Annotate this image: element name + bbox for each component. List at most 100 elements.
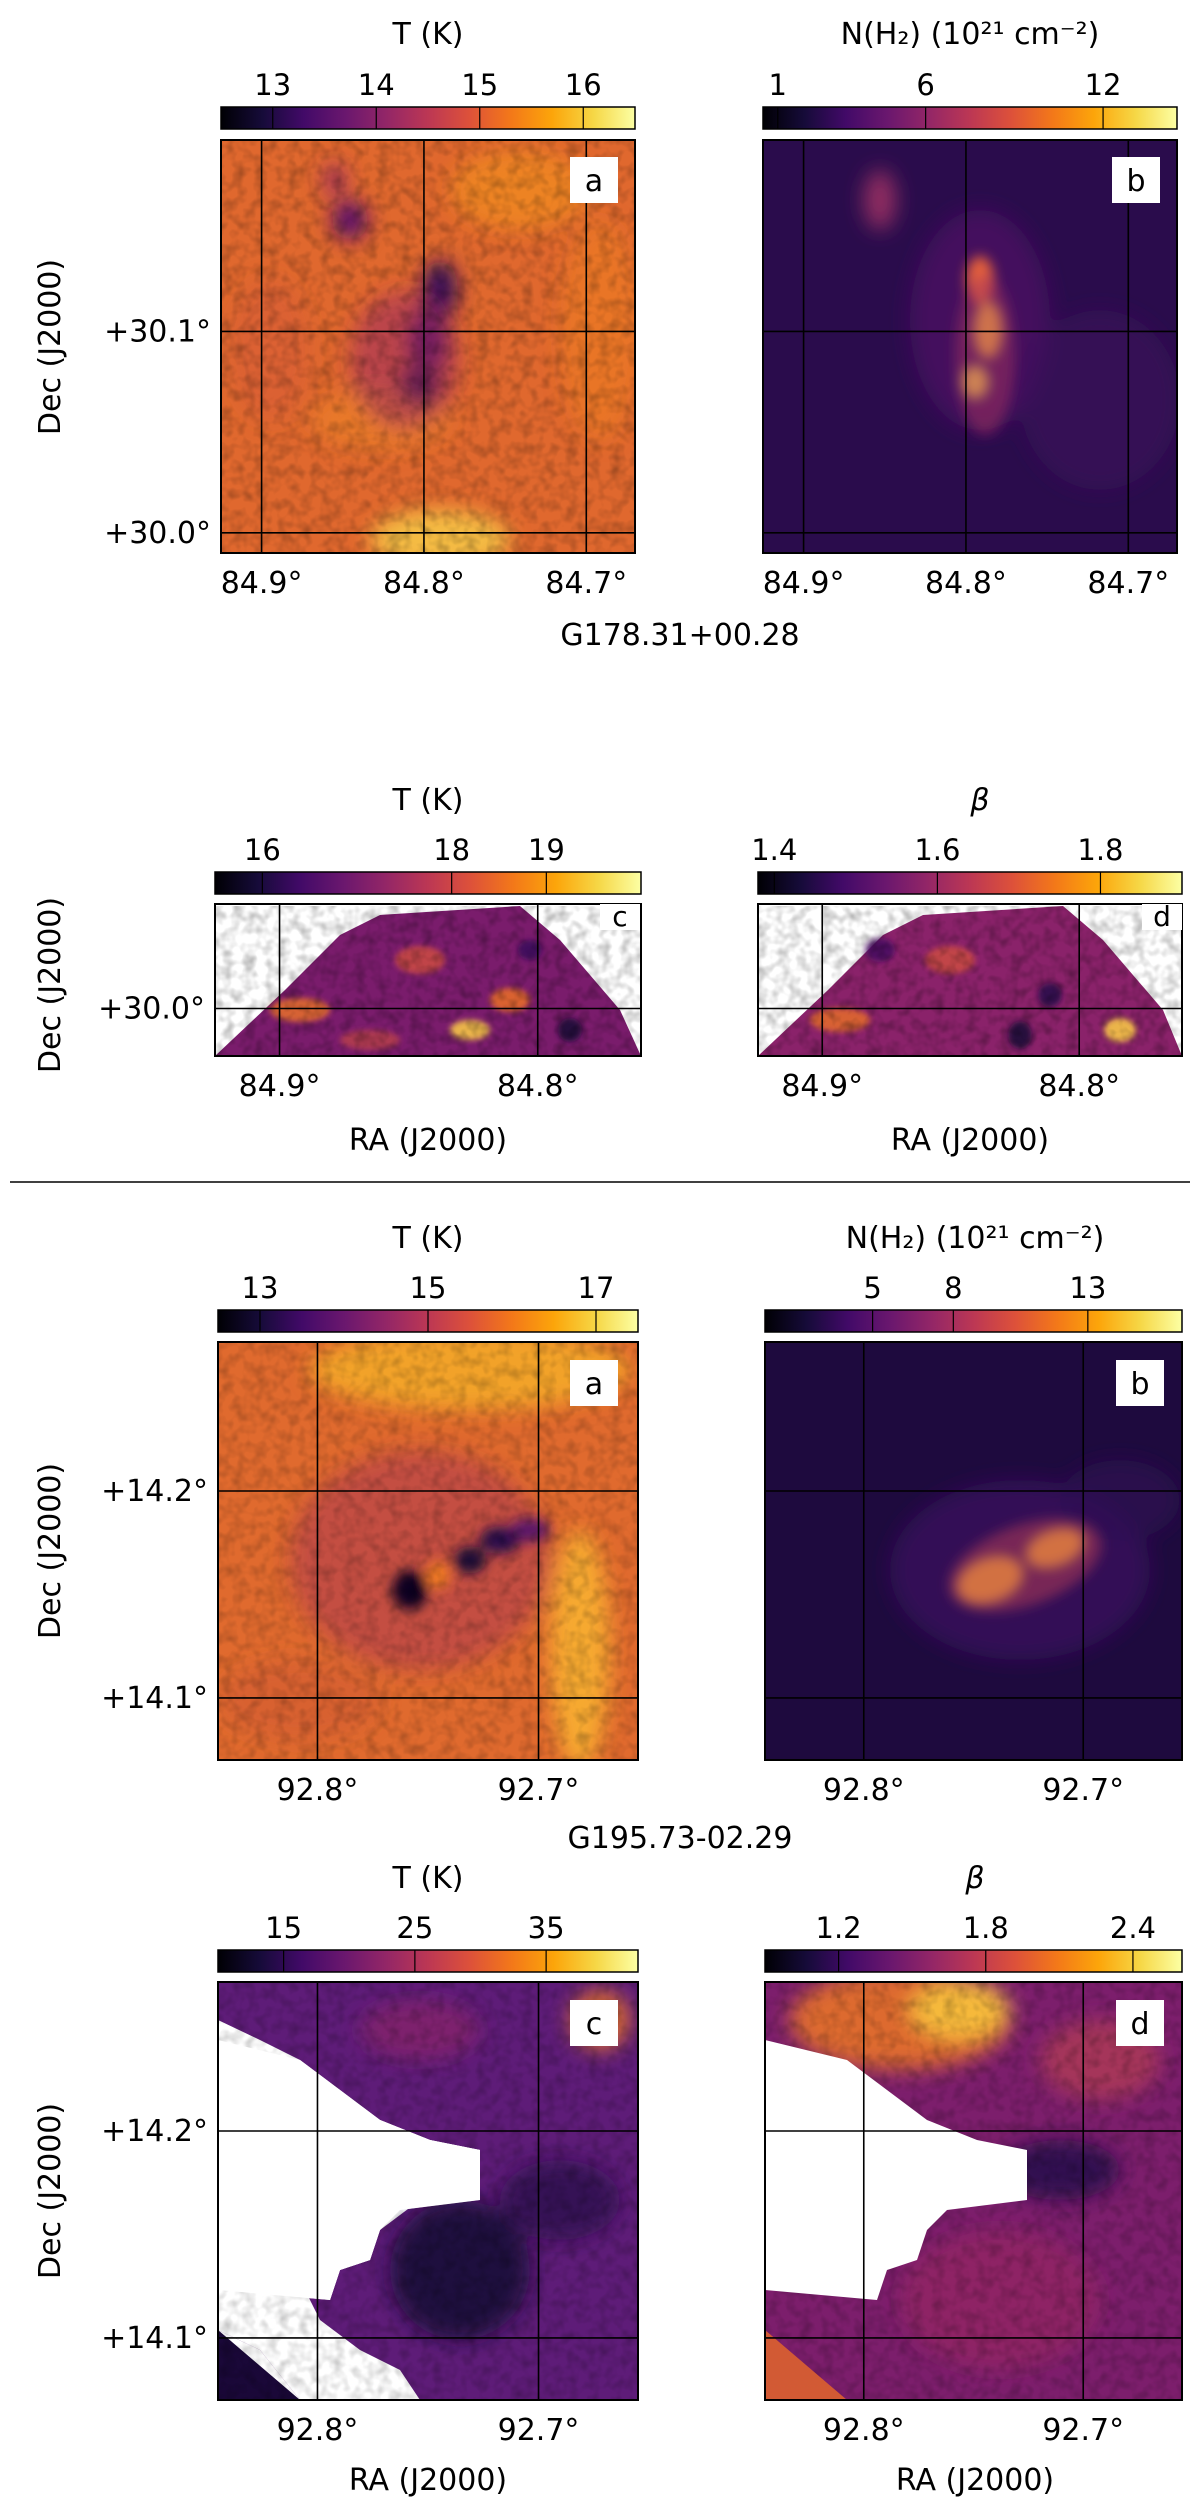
ra-tick-labels-g195-a: 92.8° 92.7° <box>277 1773 580 1808</box>
panel-letter-g195-b: b <box>1130 1367 1149 1402</box>
panel-g178-b: 1 6 12 N(H₂) (10²¹ cm⁻²) b 84.9° 84.8° 84.7° <box>762 17 1178 601</box>
colorbar-tick-label: 15 <box>461 68 498 102</box>
colorbar-tick-label: 15 <box>265 1911 302 1945</box>
dec-tick-label: +14.1° <box>101 2321 208 2356</box>
ra-tick-labels-g178-c: 84.9° 84.8° <box>239 1069 579 1104</box>
colorbar-tick-label: 1.2 <box>816 1911 862 1945</box>
dec-tick-labels-g195-c: +14.2° +14.1° <box>101 2114 208 2356</box>
ra-tick-label: 92.7° <box>1042 1773 1124 1808</box>
colorbar-tick-label: 35 <box>528 1911 565 1945</box>
panel-letter-g195-d: d <box>1130 2007 1149 2042</box>
colorbar-ticks-g178-a: 13 14 15 16 <box>254 68 602 129</box>
colorbar-label-g195-c: T (K) <box>392 1861 464 1896</box>
colorbar-ticks-g178-b: 1 6 12 <box>769 68 1122 129</box>
panel-g178-a: 13 14 15 16 T (K) a 84.9° 84.8° 84.7° <box>33 17 636 601</box>
colorbar-g178-b <box>762 106 1178 130</box>
map-g195-a-temperature <box>218 1342 638 1760</box>
colorbar-g178-c <box>214 871 642 895</box>
ra-tick-label: 92.8° <box>823 1773 905 1808</box>
dec-tick-label: +14.2° <box>101 2114 208 2149</box>
map-g178-c-temperature <box>215 904 641 1056</box>
colorbar-g195-c <box>217 1949 639 1973</box>
ra-tick-label: 84.7° <box>1087 566 1169 601</box>
dec-axis-label-g195-c: Dec (J2000) <box>33 2103 68 2279</box>
colorbar-tick-label: 17 <box>578 1271 615 1305</box>
ra-tick-labels-g178-b: 84.9° 84.8° 84.7° <box>763 566 1170 601</box>
colorbar-tick-label: 1 <box>769 68 787 102</box>
colorbar-tick-label: 13 <box>242 1271 279 1305</box>
colorbar-ticks-g178-d: 1.4 1.6 1.8 <box>751 833 1124 894</box>
colorbar-label-g195-d: β <box>964 1861 984 1896</box>
colorbar-tick-label: 1.4 <box>751 833 797 867</box>
colorbar-tick-label: 18 <box>433 833 470 867</box>
colorbar-g195-d <box>764 1949 1183 1973</box>
dec-tick-label: +30.0° <box>104 516 211 551</box>
colorbar-tick-label: 5 <box>863 1271 881 1305</box>
colorbar-g178-a <box>220 106 636 130</box>
colorbar-label-g178-b: N(H₂) (10²¹ cm⁻²) <box>841 17 1100 52</box>
ra-tick-label: 84.8° <box>497 1069 579 1104</box>
colorbar-tick-label: 16 <box>244 833 281 867</box>
colorbar-tick-label: 12 <box>1085 68 1122 102</box>
colorbar-tick-label: 16 <box>565 68 602 102</box>
colorbar-tick-label: 25 <box>396 1911 433 1945</box>
colorbar-g178-d <box>757 871 1183 895</box>
colorbar-ticks-g195-d: 1.2 1.8 2.4 <box>816 1911 1156 1972</box>
dec-tick-labels-g195-a: +14.2° +14.1° <box>101 1474 208 1716</box>
map-g178-a-temperature <box>221 140 635 553</box>
panel-letter-g178-d: d <box>1153 900 1171 933</box>
dec-tick-labels-g178-a: +30.1° +30.0° <box>104 314 211 550</box>
ra-tick-label: 92.7° <box>1042 2413 1124 2448</box>
ra-axis-label-g195-d: RA (J2000) <box>896 2463 1054 2498</box>
ra-tick-label: 92.8° <box>277 1773 359 1808</box>
map-g195-d-beta <box>765 1982 1182 2400</box>
ra-tick-labels-g178-a: 84.9° 84.8° 84.7° <box>221 566 628 601</box>
colorbar-label-g178-d: β <box>969 783 989 818</box>
dec-axis-label-g178-a: Dec (J2000) <box>33 259 68 435</box>
colorbar-tick-label: 8 <box>944 1271 962 1305</box>
dec-axis-label-g195-a: Dec (J2000) <box>33 1463 68 1639</box>
source-name-g195: G195.73-02.29 <box>568 1821 793 1856</box>
ra-tick-label: 84.8° <box>1038 1069 1120 1104</box>
ra-tick-label: 92.7° <box>498 1773 580 1808</box>
panel-g195-b: 5 8 13 N(H₂) (10²¹ cm⁻²) b 92.8° 92.7° <box>764 1221 1183 1808</box>
ra-tick-labels-g195-d: 92.8° 92.7° <box>823 2413 1124 2448</box>
ra-tick-label: 92.7° <box>498 2413 580 2448</box>
panel-g178-c: 16 18 19 T (K) c 84.9° 84.8° <box>33 783 642 1158</box>
ra-tick-label: 84.9° <box>239 1069 321 1104</box>
ra-tick-labels-g195-b: 92.8° 92.7° <box>823 1773 1124 1808</box>
colorbar-tick-label: 1.8 <box>963 1911 1009 1945</box>
ra-axis-label-g178-d: RA (J2000) <box>891 1123 1049 1158</box>
map-g178-b-column-density <box>763 140 1177 553</box>
ra-tick-labels-g178-d: 84.9° 84.8° <box>781 1069 1120 1104</box>
dec-tick-label: +14.2° <box>101 1474 208 1509</box>
ra-tick-label: 84.9° <box>781 1069 863 1104</box>
map-g195-b-column-density <box>765 1342 1182 1760</box>
colorbar-ticks-g178-c: 16 18 19 <box>244 833 565 894</box>
colorbar-tick-label: 19 <box>528 833 565 867</box>
colorbar-tick-label: 6 <box>916 68 934 102</box>
colorbar-tick-label: 13 <box>254 68 291 102</box>
panel-g178-d: 1.4 1.6 1.8 β d 84.9° 84.8° RA (J2000) <box>751 783 1183 1158</box>
dec-tick-label: +30.1° <box>104 314 211 349</box>
dec-tick-labels-g178-c: +30.0° <box>98 992 205 1027</box>
colorbar-tick-label: 14 <box>358 68 395 102</box>
ra-tick-label: 92.8° <box>823 2413 905 2448</box>
colorbar-ticks-g195-c: 15 25 35 <box>265 1911 565 1972</box>
colorbar-tick-label: 1.8 <box>1077 833 1123 867</box>
ra-tick-label: 92.8° <box>277 2413 359 2448</box>
dec-axis-label-g178-c: Dec (J2000) <box>33 897 68 1073</box>
panel-letter-g178-a: a <box>585 164 603 199</box>
map-g195-c-temperature <box>218 1982 638 2400</box>
ra-tick-label: 84.9° <box>763 566 845 601</box>
ra-axis-label-g178-c: RA (J2000) <box>349 1123 507 1158</box>
ra-tick-label: 84.8° <box>383 566 465 601</box>
panel-letter-g195-c: c <box>586 2007 603 2042</box>
ra-tick-label: 84.7° <box>545 566 627 601</box>
ra-axis-label-g195-c: RA (J2000) <box>349 2463 507 2498</box>
ra-tick-labels-g195-c: 92.8° 92.7° <box>277 2413 580 2448</box>
colorbar-tick-label: 15 <box>410 1271 447 1305</box>
dec-tick-label: +30.0° <box>98 992 205 1027</box>
source-name-g178: G178.31+00.28 <box>560 618 799 653</box>
colorbar-ticks-g195-b: 5 8 13 <box>863 1271 1106 1332</box>
